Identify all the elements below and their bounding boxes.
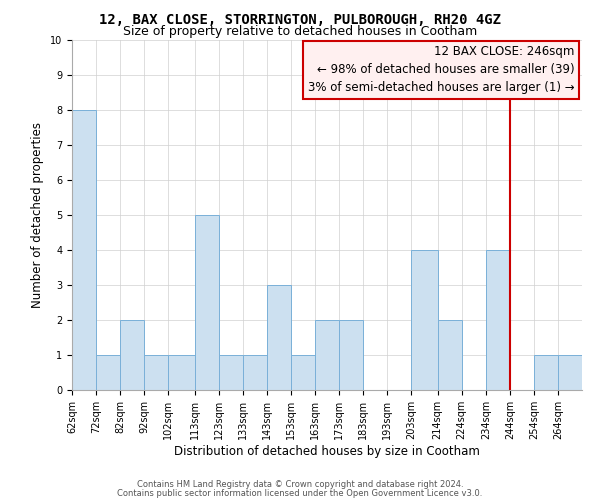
Bar bbox=[291, 355, 315, 390]
Bar bbox=[144, 355, 168, 390]
Bar bbox=[437, 320, 462, 390]
Bar bbox=[558, 355, 582, 390]
Bar bbox=[194, 215, 219, 390]
Text: 12 BAX CLOSE: 246sqm
← 98% of detached houses are smaller (39)
3% of semi-detach: 12 BAX CLOSE: 246sqm ← 98% of detached h… bbox=[308, 46, 574, 94]
Text: Size of property relative to detached houses in Cootham: Size of property relative to detached ho… bbox=[123, 25, 477, 38]
Bar bbox=[72, 110, 96, 390]
Bar bbox=[96, 355, 120, 390]
Text: Contains HM Land Registry data © Crown copyright and database right 2024.: Contains HM Land Registry data © Crown c… bbox=[137, 480, 463, 489]
Bar bbox=[411, 250, 437, 390]
Y-axis label: Number of detached properties: Number of detached properties bbox=[31, 122, 44, 308]
Bar bbox=[267, 285, 291, 390]
Bar bbox=[219, 355, 243, 390]
Bar bbox=[243, 355, 267, 390]
Text: 12, BAX CLOSE, STORRINGTON, PULBOROUGH, RH20 4GZ: 12, BAX CLOSE, STORRINGTON, PULBOROUGH, … bbox=[99, 12, 501, 26]
Bar bbox=[486, 250, 510, 390]
X-axis label: Distribution of detached houses by size in Cootham: Distribution of detached houses by size … bbox=[174, 444, 480, 458]
Bar bbox=[315, 320, 339, 390]
Bar bbox=[168, 355, 194, 390]
Text: Contains public sector information licensed under the Open Government Licence v3: Contains public sector information licen… bbox=[118, 488, 482, 498]
Bar bbox=[339, 320, 363, 390]
Bar bbox=[534, 355, 558, 390]
Bar bbox=[120, 320, 144, 390]
